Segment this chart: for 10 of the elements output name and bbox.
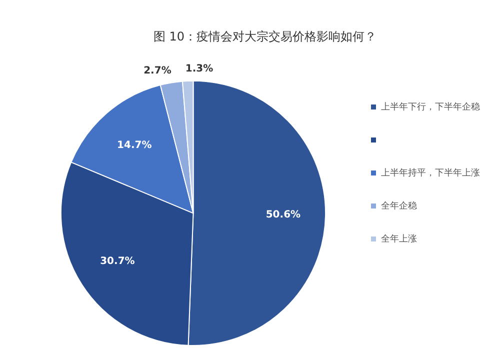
- data-label: 2.7%: [144, 65, 172, 76]
- legend-label: 全年上涨: [381, 233, 417, 244]
- data-label: 30.7%: [100, 256, 135, 268]
- legend-label: 上半年下行，下半年企稳: [381, 101, 480, 112]
- legend-label: 全年企稳: [381, 200, 417, 212]
- data-label: 14.7%: [117, 140, 152, 151]
- chart-title: 图 10：疫情会对大宗交易价格影响如何？: [153, 29, 377, 44]
- legend-label: 上半年持平，下半年上涨: [381, 167, 480, 178]
- data-label: 50.6%: [266, 209, 301, 220]
- data-label: 1.3%: [185, 64, 214, 75]
